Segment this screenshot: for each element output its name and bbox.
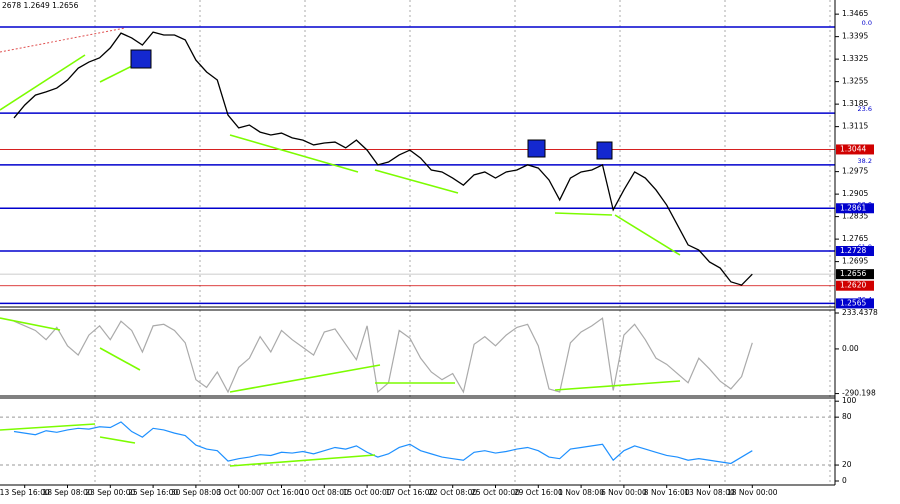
x-tick-label: 3 Oct 00:00 <box>217 488 261 497</box>
y-tick-label: 1.2765 <box>842 234 868 243</box>
y-tick-label: 1.2695 <box>842 257 868 266</box>
price-tag: 1.2656 <box>840 269 866 278</box>
fib-label: 38.2 <box>858 157 872 165</box>
y-tick-label: 1.3325 <box>842 54 868 63</box>
price-tag: 1.2728 <box>840 246 866 255</box>
fib-label: 0.0 <box>862 19 872 27</box>
price-tag: 1.3044 <box>840 144 866 153</box>
series-line <box>13 31 753 286</box>
price-tag-box <box>836 246 874 257</box>
price-tag-box <box>836 144 874 155</box>
price-tag-box <box>836 203 874 214</box>
y-tick-label: 1.3115 <box>842 122 868 131</box>
x-tick-label: 22 Oct 08:00 <box>428 488 477 497</box>
series-line <box>13 421 753 465</box>
x-tick-label: 13 Nov 08:00 <box>684 488 735 497</box>
price-tag: 1.2565 <box>840 298 866 307</box>
x-tick-label: 29 Oct 16:00 <box>514 488 563 497</box>
x-tick-label: 6 Nov 00:00 <box>601 488 647 497</box>
price-tag-box <box>836 269 874 280</box>
plot-area: 1.3465 1.3395 1.3325 1.3255 1.3185 1.3115 1.29… <box>0 9 878 497</box>
x-tick-label: 13 Sep 16:00 <box>0 488 50 497</box>
fib-label: 23.6 <box>858 105 872 113</box>
chart-title: 2678 1.2649 1.2656 <box>2 1 79 10</box>
x-tick-label: 25 Oct 00:00 <box>471 488 520 497</box>
y-tick-label: 1.2835 <box>842 212 868 221</box>
y-tick-label: 1.3255 <box>842 77 868 86</box>
y-tick-label: 20 <box>842 460 852 469</box>
y-tick-label: 0 <box>842 476 847 485</box>
price-tag: 1.2620 <box>840 281 866 290</box>
x-tick-label: 15 Oct 00:00 <box>343 488 392 497</box>
y-tick-label: 100 <box>842 396 857 405</box>
y-tick-label: 1.2975 <box>842 167 868 176</box>
y-tick-label: 1.3465 <box>842 9 868 18</box>
annotations <box>0 49 681 467</box>
x-tick-label: 18 Sep 08:00 <box>42 488 92 497</box>
price-tag: 1.2861 <box>840 203 866 212</box>
y-tick-label: 1.3395 <box>842 32 868 41</box>
x-tick-label: 17 Oct 16:00 <box>385 488 434 497</box>
x-tick-label: 7 Oct 16:00 <box>259 488 303 497</box>
pane-borders <box>0 0 836 486</box>
x-tick-label: 10 Oct 08:00 <box>300 488 349 497</box>
y-tick-label: 0.00 <box>842 344 859 353</box>
y-tick-label: 1.2905 <box>842 189 868 198</box>
y-tick-label: 233.4378 <box>842 308 878 317</box>
y-tick-label: -290.198 <box>842 389 876 398</box>
x-tick-label: 18 Nov 00:00 <box>727 488 778 497</box>
x-tick-label: 30 Sep 08:00 <box>171 488 221 497</box>
x-tick-label: 23 Sep 00:00 <box>85 488 135 497</box>
y-tick-label: 80 <box>842 412 852 421</box>
trend-line <box>0 27 126 53</box>
y-tick-label: 1.3185 <box>842 99 868 108</box>
price-tag-box <box>836 298 874 309</box>
vertical-grid <box>94 0 831 485</box>
x-tick-label: 8 Nov 16:00 <box>644 488 690 497</box>
series-line <box>13 317 753 394</box>
x-tick-label: 1 Nov 08:00 <box>558 488 604 497</box>
price-tag-box <box>836 280 874 291</box>
x-tick-label: 25 Sep 16:00 <box>128 488 178 497</box>
